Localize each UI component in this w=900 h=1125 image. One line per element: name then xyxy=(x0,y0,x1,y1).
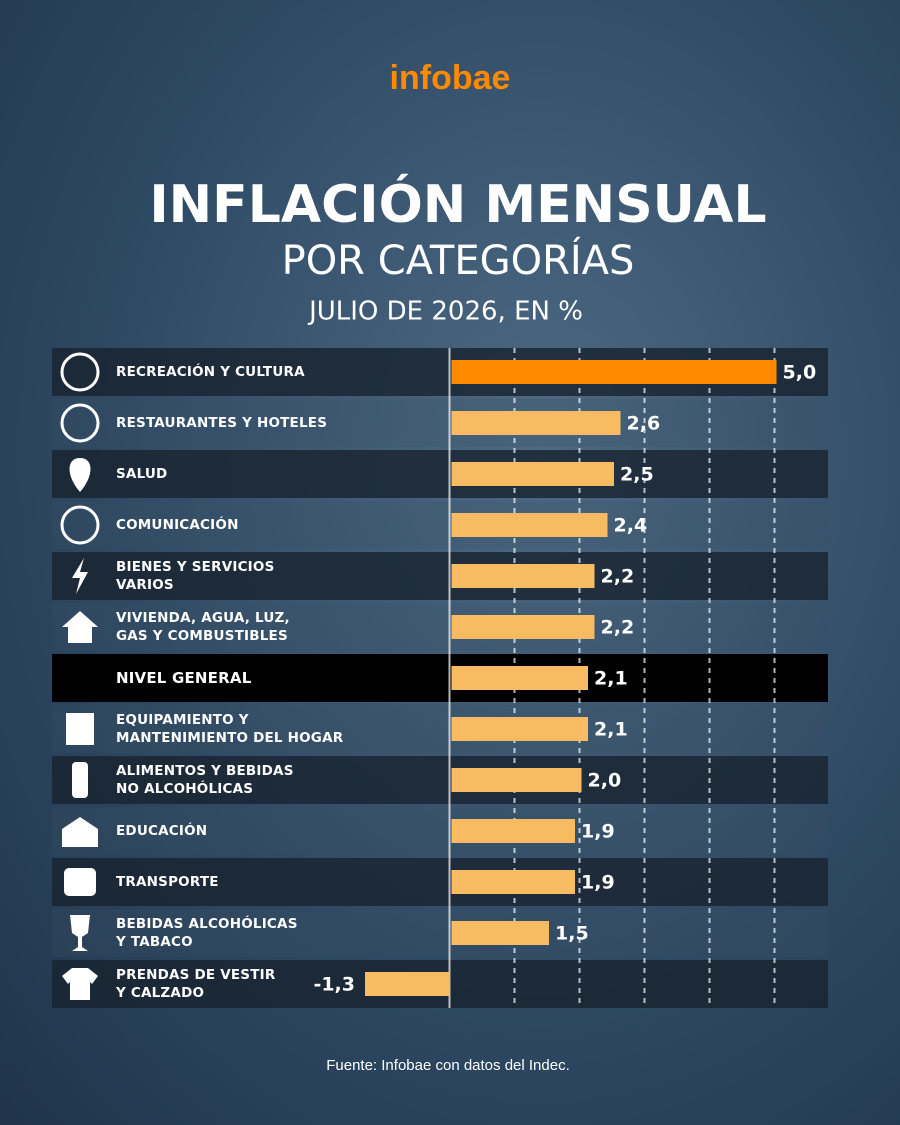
icon-shape xyxy=(66,713,94,745)
bar xyxy=(451,615,595,639)
category-label: SALUD xyxy=(116,466,168,482)
category-label: RESTAURANTES Y HOTELES xyxy=(116,415,328,431)
category-icon xyxy=(62,968,98,1000)
icon-shape xyxy=(62,817,98,847)
value-label: 2,0 xyxy=(588,770,622,792)
icon-shape xyxy=(60,403,100,443)
bar xyxy=(451,717,588,741)
source: Fuente: Infobae con datos del Indec. xyxy=(326,1057,570,1074)
row-band xyxy=(52,705,828,753)
row-band xyxy=(52,399,828,447)
value-label: 5,0 xyxy=(783,362,817,384)
row-band xyxy=(52,603,828,651)
value-label: -1,3 xyxy=(313,974,355,996)
row-band xyxy=(52,756,828,804)
category-label: TRANSPORTE xyxy=(116,874,219,890)
value-label: 2,2 xyxy=(601,566,635,588)
category-icon xyxy=(62,611,98,643)
category-label: BIENES Y SERVICIOS VARIOS xyxy=(116,559,275,593)
category-label: PRENDAS DE VESTIR Y CALZADO xyxy=(116,967,276,1001)
bar xyxy=(451,462,614,486)
chart-title: INFLACIÓN MENSUAL xyxy=(149,173,766,235)
bar xyxy=(451,513,608,537)
icon-shape xyxy=(70,915,90,951)
bar xyxy=(451,411,621,435)
category-icon xyxy=(64,868,96,896)
value-label: 2,2 xyxy=(601,617,635,639)
category-icon xyxy=(60,505,100,545)
category-icon xyxy=(69,458,91,492)
brand: infobae xyxy=(390,59,511,97)
value-label: 2,6 xyxy=(627,413,661,435)
icon-shape xyxy=(72,558,88,594)
icon-shape xyxy=(62,611,98,643)
category-icon xyxy=(66,713,94,745)
row-band xyxy=(52,858,828,906)
category-label: VIVIENDA, AGUA, LUZ, GAS Y COMBUSTIBLES xyxy=(116,610,290,644)
period: JULIO DE 2026, EN % xyxy=(307,297,583,327)
chart-subtitle: POR CATEGORÍAS xyxy=(282,236,635,284)
value-label: 1,5 xyxy=(555,923,589,945)
category-label: BEBIDAS ALCOHÓLICAS Y TABACO xyxy=(116,916,298,950)
value-label: 2,5 xyxy=(620,464,654,486)
category-label: COMUNICACIÓN xyxy=(116,517,239,533)
bar xyxy=(451,768,582,792)
row-band xyxy=(52,807,828,855)
category-icon xyxy=(62,817,98,847)
icon-shape xyxy=(69,458,91,492)
value-label: 2,4 xyxy=(614,515,648,537)
row-band xyxy=(52,909,828,957)
category-label: EDUCACIÓN xyxy=(116,823,208,839)
category-label: ALIMENTOS Y BEBIDAS NO ALCOHÓLICAS xyxy=(116,763,294,797)
bar xyxy=(451,921,549,945)
icon-shape xyxy=(62,968,98,1000)
category-icon xyxy=(72,558,88,594)
bar xyxy=(451,819,575,843)
bar xyxy=(451,870,575,894)
row-band xyxy=(52,501,828,549)
bar xyxy=(451,666,588,690)
category-label: EQUIPAMIENTO Y MANTENIMIENTO DEL HOGAR xyxy=(116,712,344,746)
value-label: 2,1 xyxy=(594,719,628,741)
category-icon xyxy=(70,915,90,951)
value-label: 2,1 xyxy=(594,668,628,690)
row-band xyxy=(52,450,828,498)
row-band xyxy=(52,654,828,702)
icon-shape xyxy=(60,352,100,392)
category-icon xyxy=(60,403,100,443)
icon-shape xyxy=(60,505,100,545)
value-label: 1,9 xyxy=(581,821,615,843)
icon-shape xyxy=(64,868,96,896)
category-icon xyxy=(72,762,88,798)
category-label: NIVEL GENERAL xyxy=(116,669,252,687)
bar xyxy=(365,972,450,996)
category-icon xyxy=(60,352,100,392)
category-label: RECREACIÓN Y CULTURA xyxy=(116,364,305,380)
value-label: 1,9 xyxy=(581,872,615,894)
bar xyxy=(451,360,777,384)
bar xyxy=(451,564,595,588)
row-band xyxy=(52,552,828,600)
icon-shape xyxy=(72,762,88,798)
